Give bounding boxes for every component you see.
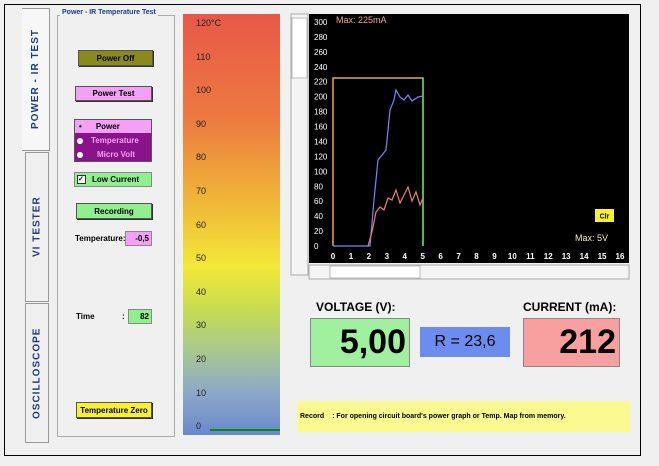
status-bar: Record : For opening circuit board's pow… (297, 401, 630, 432)
axis-label: 6 (438, 252, 443, 261)
max-voltage: Max: 5V (575, 233, 608, 243)
temperature-scale (183, 14, 280, 435)
scale-indicator (210, 429, 280, 431)
axis-label: 12 (544, 252, 553, 261)
status-label: Record (300, 413, 325, 420)
current-display: 212 (523, 318, 620, 367)
axis-label: 5 (420, 252, 425, 261)
axis-label: 3 (385, 252, 390, 261)
label: : (122, 312, 125, 321)
axis-label: 0 (314, 242, 319, 251)
scale-label: 0 (196, 421, 202, 432)
max-current: Max: 225mA (336, 15, 387, 25)
label: Temperature: (75, 234, 126, 243)
axis-label: 200 (314, 93, 328, 102)
group-title: Power - IR Temperature Test (60, 9, 158, 16)
button[interactable]: Power Off (78, 50, 153, 66)
axis-label: 14 (580, 252, 589, 261)
axis-label: 7 (456, 252, 461, 261)
scale-label: 50 (196, 253, 207, 264)
radio-label: Temperature (91, 136, 139, 145)
axis-label: 11 (526, 252, 535, 261)
radio[interactable]: Temperature (75, 134, 151, 147)
scale-label: 120°C (196, 18, 222, 28)
axis-label: 260 (314, 48, 328, 57)
current-trace (333, 88, 424, 247)
axis-label: 220 (314, 78, 328, 87)
axis-label: 13 (562, 252, 571, 261)
radio-label: Power (95, 122, 120, 131)
scale-label: 110 (196, 51, 211, 62)
axis-label: 8 (474, 252, 479, 261)
scale-label: 90 (196, 118, 207, 129)
axis-label: 9 (492, 252, 497, 261)
checkbox-label: Low Current (92, 175, 140, 184)
voltage-display: 5,00 (310, 318, 410, 367)
scale-label: 30 (196, 320, 207, 331)
axis-label: 15 (598, 252, 607, 261)
axis-label: 20 (314, 227, 323, 236)
axis-label: 240 (314, 63, 328, 72)
power-trace (367, 185, 424, 247)
axis-label: 40 (314, 212, 323, 221)
scale-label: 10 (196, 387, 207, 398)
v-scrollbar[interactable] (290, 13, 309, 276)
axis-label: 16 (616, 252, 625, 261)
status-text: : For opening circuit board's power grap… (332, 413, 566, 420)
axis-label: 120 (314, 152, 328, 161)
scale-label: 40 (196, 286, 207, 297)
checkbox[interactable]: ✓ Low Current (74, 172, 152, 187)
label: Time (76, 312, 95, 321)
axis-label: 300 (314, 18, 328, 27)
value-box: -0,5 (125, 231, 152, 246)
axis-label: 1 (349, 252, 354, 261)
axis-label: 0 (331, 252, 336, 261)
button[interactable]: Power Test (75, 86, 152, 101)
radio[interactable]: Micro Volt (75, 148, 151, 161)
scale-label: 80 (196, 152, 207, 163)
label: CURRENT (mA): (523, 300, 617, 314)
button-label: Clr (600, 214, 610, 221)
scroll-thumb[interactable] (291, 17, 308, 79)
axis-label: 140 (314, 137, 328, 146)
scale-label: 100 (196, 85, 212, 96)
axis-label: 100 (314, 167, 328, 176)
axis-label: 180 (314, 108, 328, 117)
scale-label: 60 (196, 219, 207, 230)
value-box: 82 (128, 309, 152, 324)
clear-button[interactable] (595, 209, 614, 222)
axis-label: 4 (403, 252, 408, 261)
plot-area (309, 14, 629, 263)
label: VOLTAGE (V): (316, 300, 396, 314)
axis-label: 280 (314, 33, 328, 42)
scale-label: 70 (196, 186, 207, 196)
axis-label: 60 (314, 197, 323, 206)
radio[interactable]: • Power (75, 120, 151, 133)
radio-label: Micro Volt (97, 150, 136, 159)
scroll-thumb[interactable] (329, 265, 421, 279)
axis-label: 160 (314, 123, 328, 132)
scale-label: 20 (196, 354, 207, 364)
button[interactable]: Recording (76, 203, 152, 219)
button[interactable]: Temperature Zero (76, 402, 152, 418)
axis-label: 80 (314, 182, 323, 191)
resistance-display: R = 23,6 (420, 327, 510, 357)
axis-label: 2 (367, 252, 372, 261)
axis-label: 10 (508, 252, 517, 261)
